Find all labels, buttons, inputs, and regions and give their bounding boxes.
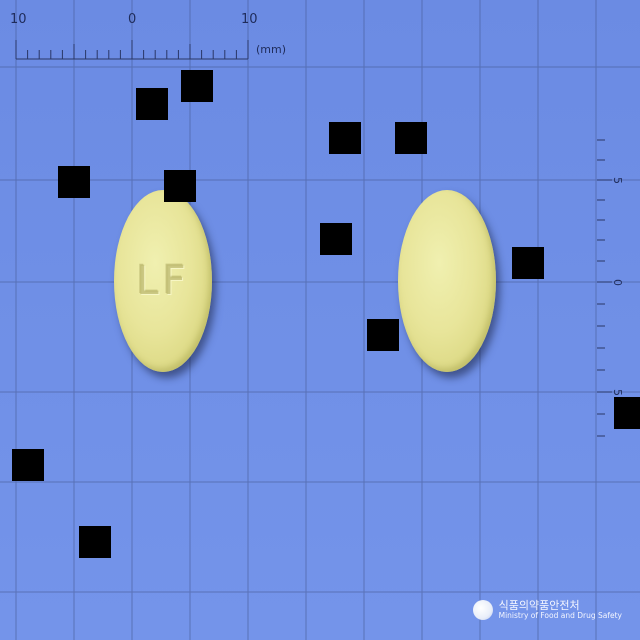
redaction-block [614,397,640,429]
redaction-block [395,122,427,154]
ruler-top-label-right: 10 [241,12,258,27]
redaction-block [58,166,90,198]
pill-back [398,190,496,372]
ruler-side-label-bottom: 5 [611,389,624,396]
ruler-side-label-top: 5 [611,177,624,184]
pill-front: LF [114,190,212,372]
watermark-korean-text: 식품의약품안전처 [498,599,580,613]
redaction-block [512,247,544,279]
redaction-block [164,170,196,202]
ruler-unit-label: (mm) [256,43,287,56]
ruler-top-label-left: 10 [10,12,27,27]
watermark-english-text: Ministry of Food and Drug Safety [498,610,622,620]
redaction-block [329,122,361,154]
redaction-block [136,88,168,120]
redaction-block [181,70,213,102]
redaction-block [79,526,111,558]
pill-imprint-text: LF [136,258,190,304]
mfds-watermark: 식품의약품안전처 Ministry of Food and Drug Safet… [472,599,622,620]
redaction-block [367,319,399,351]
redaction-block [12,449,44,481]
redaction-block [320,223,352,255]
mfds-logo-icon [472,600,493,620]
ruler-side-label-zero: 0 [611,279,624,286]
ruler-top-label-zero: 0 [128,12,137,27]
